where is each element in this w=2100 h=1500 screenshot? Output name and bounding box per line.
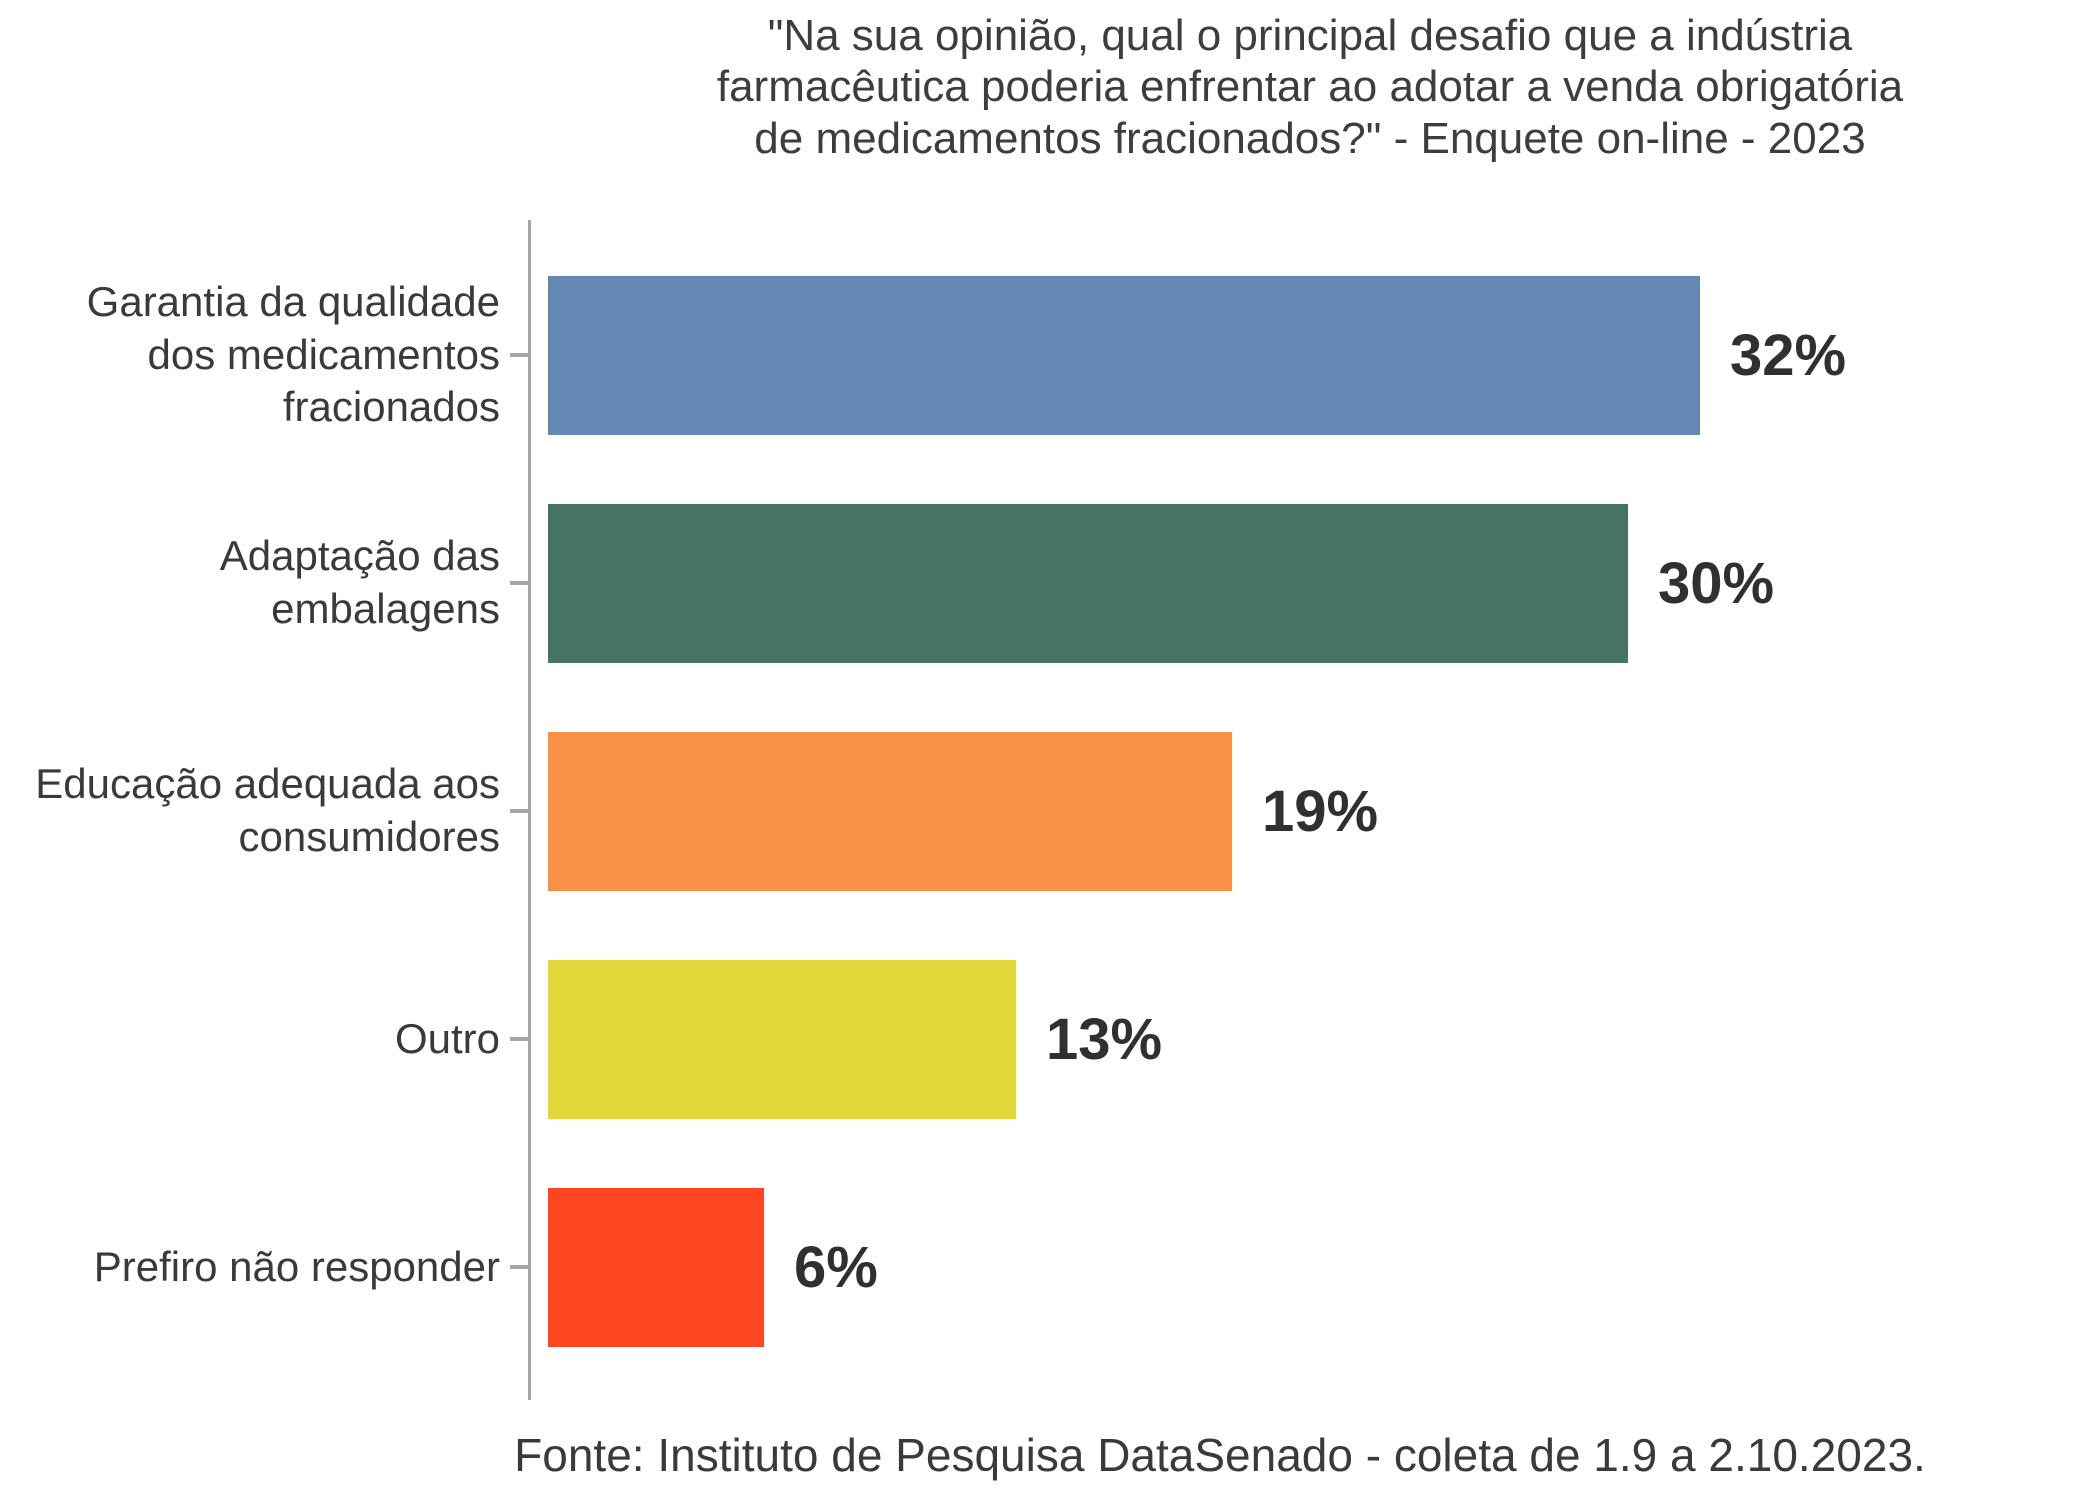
category-label: Prefiro não responder — [93, 1242, 500, 1290]
category-label: Adaptação das embalagens — [219, 532, 500, 632]
axis-tick — [510, 581, 528, 585]
category-label: Garantia da qualidade dos medicamentos f… — [86, 277, 500, 431]
chart-title: "Na sua opinião, qual o principal desafi… — [716, 11, 1904, 163]
value-label: 32% — [1730, 322, 1847, 388]
value-label: 30% — [1658, 550, 1775, 616]
axis-tick — [510, 1037, 528, 1041]
axis-tick — [510, 353, 528, 357]
bar — [548, 503, 1628, 663]
axis-tick — [510, 1265, 528, 1269]
value-label: 6% — [794, 1234, 878, 1300]
value-label: 13% — [1046, 1006, 1163, 1072]
category-label: Outro — [394, 1014, 500, 1062]
bar — [548, 731, 1232, 891]
category-label: Educação adequada aos consumidores — [35, 760, 500, 860]
source-note: Fonte: Instituto de Pesquisa DataSenado … — [514, 1429, 1926, 1481]
y-axis-line — [528, 220, 531, 1400]
bar — [548, 1187, 764, 1347]
bar — [548, 275, 1700, 435]
bar — [548, 959, 1016, 1119]
value-label: 19% — [1262, 778, 1379, 844]
axis-tick — [510, 809, 528, 813]
